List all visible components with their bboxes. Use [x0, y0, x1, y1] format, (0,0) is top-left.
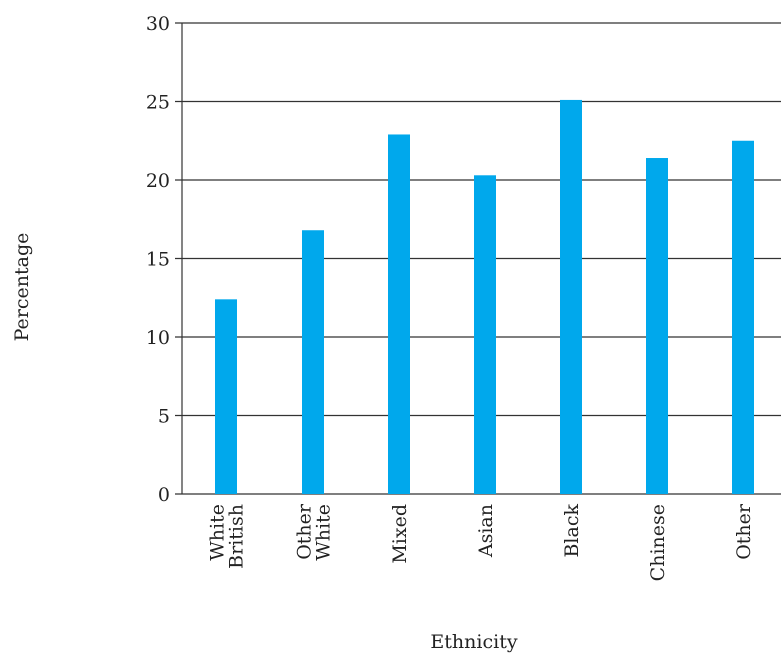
bar	[474, 175, 496, 495]
x-tick-label: Chinese	[647, 504, 669, 581]
bar	[646, 158, 668, 494]
bar	[215, 299, 237, 494]
y-tick-labels: 0 5 10 15 20 25 30	[146, 13, 170, 506]
y-tick-label: 30	[146, 13, 170, 35]
y-tick-label: 25	[146, 92, 170, 114]
x-tick-label: White	[207, 504, 229, 561]
bar	[302, 230, 324, 495]
bar	[388, 134, 410, 494]
x-tick-label: Black	[561, 504, 583, 558]
y-tick-label: 20	[146, 170, 170, 192]
x-axis-title: Ethnicity	[430, 631, 517, 653]
y-tick-label: 10	[146, 327, 170, 349]
x-tick-label: Other	[294, 503, 316, 560]
bars	[215, 99, 754, 495]
y-axis-title: Percentage	[11, 233, 33, 342]
y-tick-label: 5	[158, 406, 170, 428]
x-tick-label: Other	[733, 503, 755, 560]
x-tick-label: British	[226, 504, 248, 569]
x-tick-label: White	[313, 504, 335, 561]
bar	[732, 140, 754, 494]
y-tick-label: 15	[146, 249, 170, 271]
y-tick-label: 0	[158, 484, 170, 506]
x-tick-label: Mixed	[389, 504, 411, 564]
x-tick-label: Asian	[475, 504, 497, 558]
bar	[560, 99, 582, 495]
